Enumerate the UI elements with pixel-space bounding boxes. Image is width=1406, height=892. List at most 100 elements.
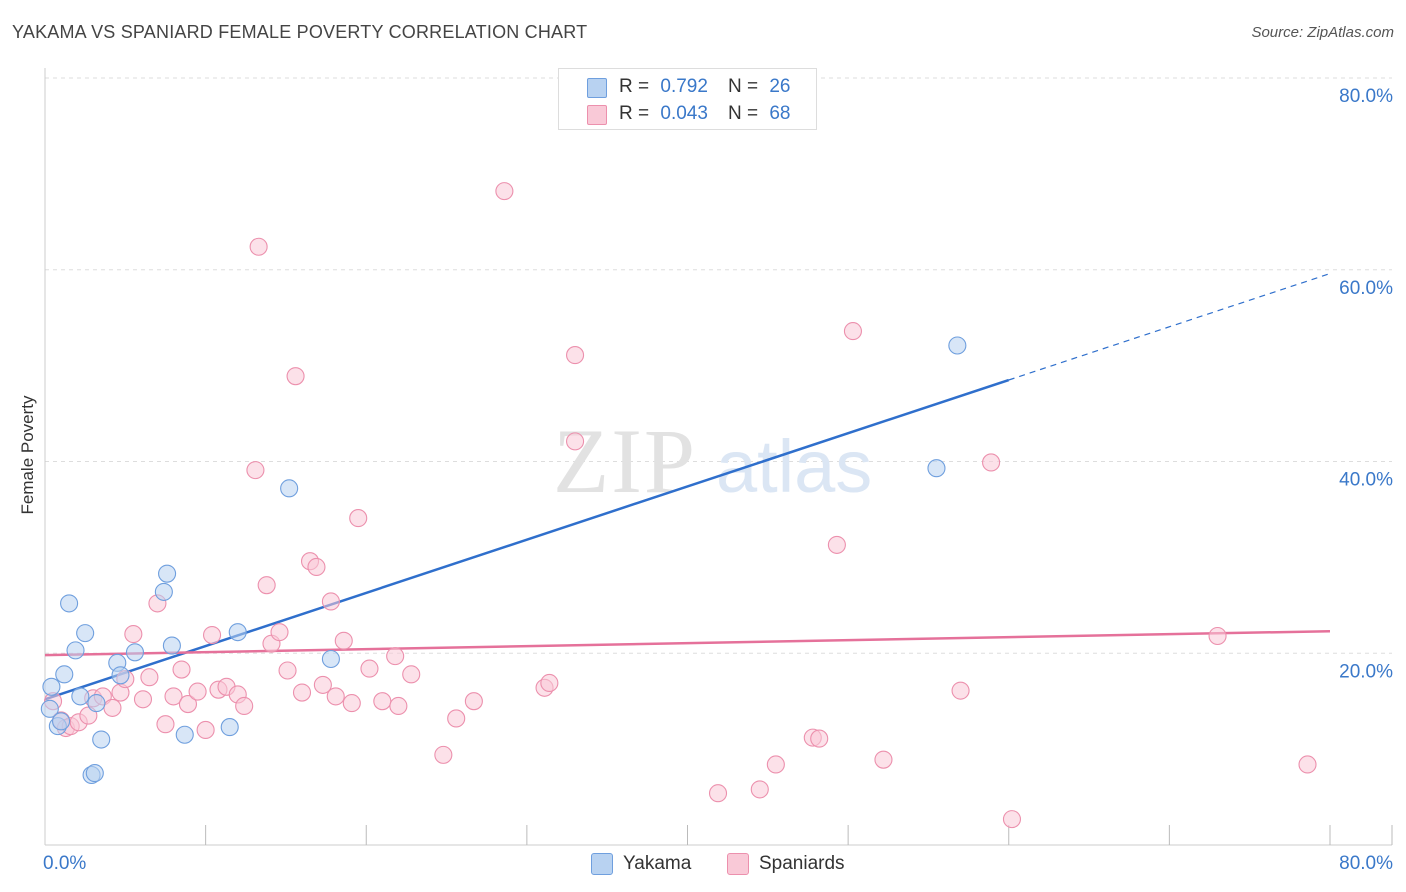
y-tick-label: 80.0% (1339, 86, 1393, 107)
point-spaniards (188, 682, 207, 701)
point-spaniards (464, 692, 483, 711)
point-spaniards (278, 661, 297, 680)
point-spaniards (810, 729, 829, 748)
r-label: R = (619, 76, 650, 97)
point-spaniards (270, 623, 289, 642)
point-spaniards (124, 625, 143, 644)
point-spaniards (874, 750, 893, 769)
point-spaniards (334, 631, 353, 650)
point-yakama (40, 699, 59, 718)
point-yakama (52, 712, 71, 731)
point-spaniards (402, 665, 421, 684)
point-spaniards (286, 367, 305, 386)
x-tick-label: 0.0% (43, 853, 86, 874)
legend-row-yakama: R = 0.792 N = 26 (619, 75, 790, 99)
point-yakama (60, 594, 79, 613)
legend-swatch-spaniards (727, 853, 749, 875)
point-spaniards (172, 660, 191, 679)
point-spaniards (203, 625, 222, 645)
point-spaniards (326, 687, 345, 706)
point-spaniards (321, 592, 340, 611)
point-spaniards (386, 647, 405, 666)
point-yakama (42, 677, 61, 696)
grid-lines (45, 77, 1392, 654)
point-spaniards (827, 535, 846, 554)
point-yakama (158, 564, 177, 583)
point-yakama (85, 764, 104, 783)
point-spaniards (434, 745, 453, 764)
point-yakama (228, 623, 247, 642)
point-spaniards (178, 695, 198, 714)
point-spaniards (196, 720, 215, 740)
r-value: 0.043 (660, 103, 708, 124)
legend-label-spaniards: Spaniards (759, 853, 845, 874)
y-tick-label: 60.0% (1339, 278, 1393, 299)
trend-line-spaniards (44, 629, 1331, 657)
legend-label-yakama: Yakama (623, 853, 692, 874)
point-spaniards (292, 683, 312, 702)
point-spaniards (235, 696, 254, 716)
point-spaniards (133, 690, 153, 709)
point-yakama (220, 718, 239, 737)
point-yakama (162, 636, 181, 655)
point-spaniards (708, 784, 728, 803)
watermark-zip: ZIP (553, 410, 697, 512)
point-spaniards (140, 668, 159, 687)
point-spaniards (566, 432, 585, 451)
point-spaniards (389, 696, 408, 716)
point-spaniards (766, 755, 785, 774)
legend-row-spaniards: R = 0.043 N = 68 (619, 102, 790, 126)
point-spaniards (540, 673, 559, 693)
y-tick-label: 40.0% (1339, 470, 1393, 491)
point-spaniards (307, 557, 326, 577)
r-value: 0.792 (660, 76, 708, 97)
chart-title: YAKAMA VS SPANIARD FEMALE POVERTY CORREL… (12, 22, 588, 42)
watermark: ZIP atlas (553, 410, 872, 512)
point-spaniards (1298, 755, 1317, 774)
point-yakama (125, 643, 144, 662)
point-yakama (87, 694, 106, 713)
point-yakama (948, 336, 967, 355)
trend-lines (44, 273, 1331, 701)
trend-line-yakama (44, 378, 1010, 701)
point-yakama (76, 624, 95, 643)
source-credit: Source: ZipAtlas.com (1251, 24, 1394, 41)
point-yakama (280, 479, 299, 498)
point-spaniards (349, 509, 368, 528)
correlation-legend: R = 0.792 N = 26 R = 0.043 N = 68 (558, 68, 817, 130)
legend-item-spaniards: Spaniards (727, 851, 845, 877)
x-tick-label: 80.0% (1339, 853, 1393, 874)
point-spaniards (342, 694, 361, 713)
point-spaniards (495, 182, 514, 201)
point-yakama (92, 730, 111, 749)
legend-swatch-yakama (587, 78, 607, 98)
point-spaniards (750, 780, 769, 799)
data-points (40, 182, 1317, 829)
point-spaniards (1208, 626, 1227, 646)
point-yakama (55, 665, 74, 684)
point-yakama (66, 641, 85, 660)
y-tick-label: 20.0% (1339, 661, 1393, 682)
point-spaniards (249, 237, 268, 256)
point-spaniards (103, 698, 122, 717)
tick-labels: 20.0% 40.0% 60.0% 80.0% 0.0% 80.0% (43, 86, 1393, 874)
point-spaniards (246, 461, 265, 480)
watermark-atlas: atlas (716, 425, 872, 508)
point-yakama (111, 666, 130, 685)
point-spaniards (373, 692, 392, 711)
point-yakama (927, 459, 946, 478)
point-spaniards (843, 322, 862, 341)
point-spaniards (360, 659, 379, 678)
r-label: R = (619, 103, 650, 124)
n-label: N = (727, 76, 759, 97)
trend-line-yakama-extension (1008, 273, 1331, 381)
point-spaniards (156, 715, 175, 734)
point-yakama (71, 687, 90, 706)
legend-swatch-yakama (591, 853, 613, 875)
legend-item-yakama: Yakama (591, 851, 691, 877)
point-spaniards (566, 346, 585, 365)
point-spaniards (164, 687, 183, 706)
point-spaniards (1002, 810, 1022, 829)
point-yakama (154, 582, 173, 601)
